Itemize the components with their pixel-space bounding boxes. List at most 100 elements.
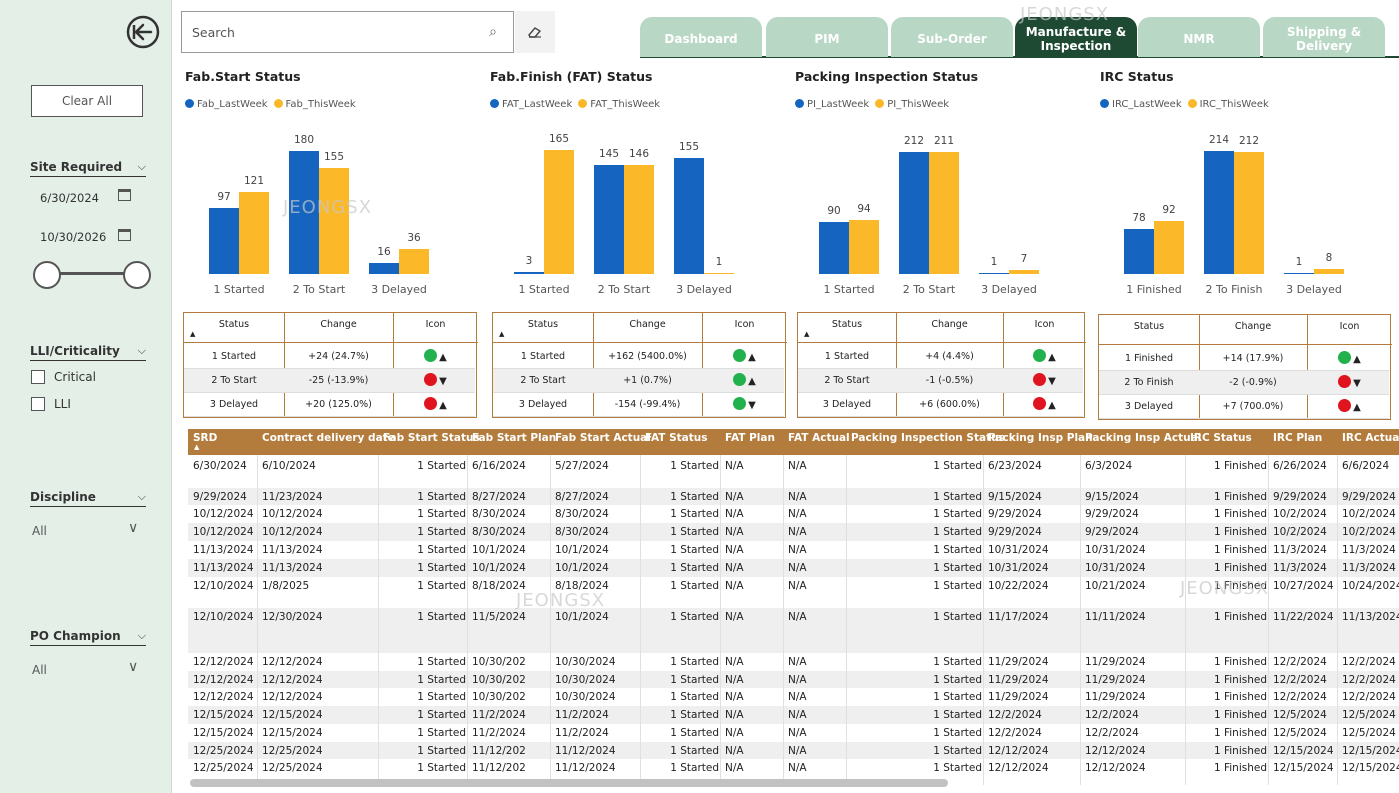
column-header[interactable]: Packing Inspection Status: [851, 432, 1005, 444]
sort-ascending-icon[interactable]: ▲: [190, 330, 196, 338]
chart-bar[interactable]: [1314, 269, 1344, 274]
chart-bar[interactable]: [704, 273, 734, 274]
table-row[interactable]: 12/10/2024 12/30/2024 1 Started 11/5/2024 10…: [188, 608, 1399, 653]
chart-bar[interactable]: [514, 271, 544, 274]
chart-bar[interactable]: [899, 151, 929, 274]
table-row[interactable]: 12/12/2024 12/12/2024 1 Started 10/30/202 10…: [188, 653, 1399, 671]
search-icon[interactable]: ⌕: [489, 24, 497, 40]
discipline-slicer-title[interactable]: Discipline ⌵: [30, 490, 146, 507]
column-header[interactable]: Change: [1234, 321, 1272, 332]
chart-bar[interactable]: [319, 168, 349, 274]
discipline-dropdown-value[interactable]: All: [32, 524, 47, 538]
table-row[interactable]: 12/10/2024 1/8/2025 1 Started 8/18/2024 8/18…: [188, 577, 1399, 608]
chart-bar[interactable]: [819, 222, 849, 274]
chart-card[interactable]: IRC Status IRC_LastWeek IRC_ThisWeek 78 92 1 …: [1094, 62, 1394, 302]
chart-bar[interactable]: [979, 273, 1009, 274]
column-header[interactable]: Icon: [734, 319, 755, 330]
table-row[interactable]: 12/15/2024 12/15/2024 1 Started 11/2/2024 11…: [188, 724, 1399, 742]
chevron-down-icon[interactable]: ∨: [128, 520, 139, 536]
chart-card[interactable]: Fab.Finish (FAT) Status FAT_LastWeek FAT_T…: [484, 62, 784, 302]
table-row[interactable]: 11/13/2024 11/13/2024 1 Started 10/1/2024 10…: [188, 559, 1399, 577]
tab-sub-order[interactable]: Sub-Order: [891, 17, 1013, 57]
date-range-start-handle[interactable]: [33, 261, 61, 289]
chart-bar[interactable]: [929, 152, 959, 274]
chevron-down-icon[interactable]: ⌵: [137, 629, 146, 642]
chevron-down-icon[interactable]: ⌵: [137, 344, 146, 357]
calendar-icon[interactable]: [118, 229, 131, 241]
column-header[interactable]: FAT Plan: [725, 432, 775, 444]
table-row[interactable]: 10/12/2024 10/12/2024 1 Started 8/30/2024 8/…: [188, 505, 1399, 523]
column-header[interactable]: IRC Status: [1190, 432, 1252, 444]
search-box[interactable]: Search ⌕: [181, 11, 514, 53]
chart-bar[interactable]: [849, 219, 879, 274]
detail-table[interactable]: SRD Contract delivery date Fab Start Statu…: [188, 429, 1399, 785]
column-header[interactable]: Contract delivery date: [262, 432, 395, 444]
table-row[interactable]: 12/25/2024 12/25/2024 1 Started 11/12/202 11…: [188, 742, 1399, 759]
chart-bar[interactable]: [1204, 150, 1234, 274]
clear-all-button[interactable]: Clear All: [31, 85, 143, 117]
chart-bar[interactable]: [594, 165, 624, 274]
po-champion-dropdown-value[interactable]: All: [32, 663, 47, 677]
sort-ascending-icon[interactable]: ▲: [804, 330, 810, 338]
column-header[interactable]: Status: [527, 319, 559, 330]
tab-shipping-delivery[interactable]: Shipping & Delivery: [1263, 17, 1385, 57]
chart-bar[interactable]: [1124, 229, 1154, 274]
eraser-button[interactable]: [515, 11, 555, 53]
table-row[interactable]: 6/30/2024 6/10/2024 1 Started 6/16/2024 5/27…: [188, 457, 1399, 488]
column-header[interactable]: IRC Actual: [1342, 432, 1399, 444]
date-range-end-handle[interactable]: [123, 261, 151, 289]
status-change-table[interactable]: Status Change Icon ▲ 1 Started +162 (5400.0%)…: [492, 312, 787, 418]
column-header[interactable]: Fab Start Plan: [472, 432, 557, 444]
chart-bar[interactable]: [544, 150, 574, 274]
column-header[interactable]: Change: [629, 319, 666, 330]
site-required-slicer-title[interactable]: Site Required ⌵: [30, 160, 146, 177]
column-header[interactable]: Packing Insp Actual: [1085, 432, 1202, 444]
chart-card[interactable]: Fab.Start Status Fab_LastWeek Fab_ThisWeek…: [179, 62, 479, 302]
column-header[interactable]: Change: [320, 319, 357, 330]
site-required-end-date[interactable]: 10/30/2026: [40, 230, 107, 244]
chart-bar[interactable]: [1154, 220, 1184, 274]
table-row[interactable]: 12/12/2024 12/12/2024 1 Started 10/30/202 10…: [188, 671, 1399, 688]
chevron-down-icon[interactable]: ⌵: [137, 490, 146, 503]
column-header[interactable]: Status: [831, 319, 863, 330]
column-header[interactable]: Status: [1133, 321, 1165, 332]
table-row[interactable]: 11/13/2024 11/13/2024 1 Started 10/1/2024 10…: [188, 541, 1399, 559]
sort-ascending-icon[interactable]: ▲: [194, 443, 200, 451]
sort-ascending-icon[interactable]: ▲: [499, 330, 505, 338]
column-header[interactable]: Icon: [425, 319, 446, 330]
chart-bar[interactable]: [674, 157, 704, 274]
column-header[interactable]: Icon: [1034, 319, 1055, 330]
chart-bar[interactable]: [1284, 273, 1314, 274]
table-row[interactable]: 12/25/2024 12/25/2024 1 Started 11/12/202 11…: [188, 759, 1399, 777]
chart-bar[interactable]: [209, 207, 239, 274]
chevron-down-icon[interactable]: ⌵: [137, 160, 146, 173]
column-header[interactable]: Packing Insp Plan: [988, 432, 1093, 444]
lli-criticality-slicer-title[interactable]: LLI/Criticality ⌵: [30, 344, 146, 361]
chart-bar[interactable]: [289, 151, 319, 274]
tab-manufacture-inspection[interactable]: Manufacture & Inspection: [1015, 17, 1137, 57]
column-header[interactable]: IRC Plan: [1273, 432, 1323, 444]
search-input[interactable]: Search: [192, 25, 235, 40]
chart-card[interactable]: Packing Inspection Status PI_LastWeek PI_T…: [789, 62, 1089, 302]
table-row[interactable]: 12/12/2024 12/12/2024 1 Started 10/30/202 10…: [188, 688, 1399, 706]
back-arrow-icon[interactable]: [125, 14, 161, 50]
lli-checkbox[interactable]: [31, 397, 45, 411]
column-header[interactable]: Change: [931, 319, 968, 330]
status-change-table[interactable]: Status Change Icon ▲ 1 Started +24 (24.7%) ▲ 2 …: [183, 312, 478, 418]
column-header[interactable]: Icon: [1339, 321, 1360, 332]
status-change-table[interactable]: Status Change Icon 1 Finished +14 (17.9%) ▲ 2 …: [1098, 314, 1392, 420]
column-header[interactable]: FAT Actual: [788, 432, 850, 444]
column-header[interactable]: FAT Status: [645, 432, 708, 444]
chart-bar[interactable]: [369, 263, 399, 274]
chart-bar[interactable]: [399, 249, 429, 274]
column-header[interactable]: Status: [218, 319, 250, 330]
horizontal-scrollbar[interactable]: [190, 779, 948, 787]
chevron-down-icon[interactable]: ∨: [128, 659, 139, 675]
column-header[interactable]: Fab Start Status: [383, 432, 480, 444]
status-change-table[interactable]: Status Change Icon ▲ 1 Started +4 (4.4%) ▲ 2 To…: [797, 312, 1086, 418]
calendar-icon[interactable]: [118, 189, 131, 201]
table-row[interactable]: 12/15/2024 12/15/2024 1 Started 11/2/2024 11…: [188, 706, 1399, 724]
chart-bar[interactable]: [624, 164, 654, 274]
column-header[interactable]: Fab Start Actual: [555, 432, 651, 444]
table-row[interactable]: 10/12/2024 10/12/2024 1 Started 8/30/2024 8/…: [188, 523, 1399, 541]
